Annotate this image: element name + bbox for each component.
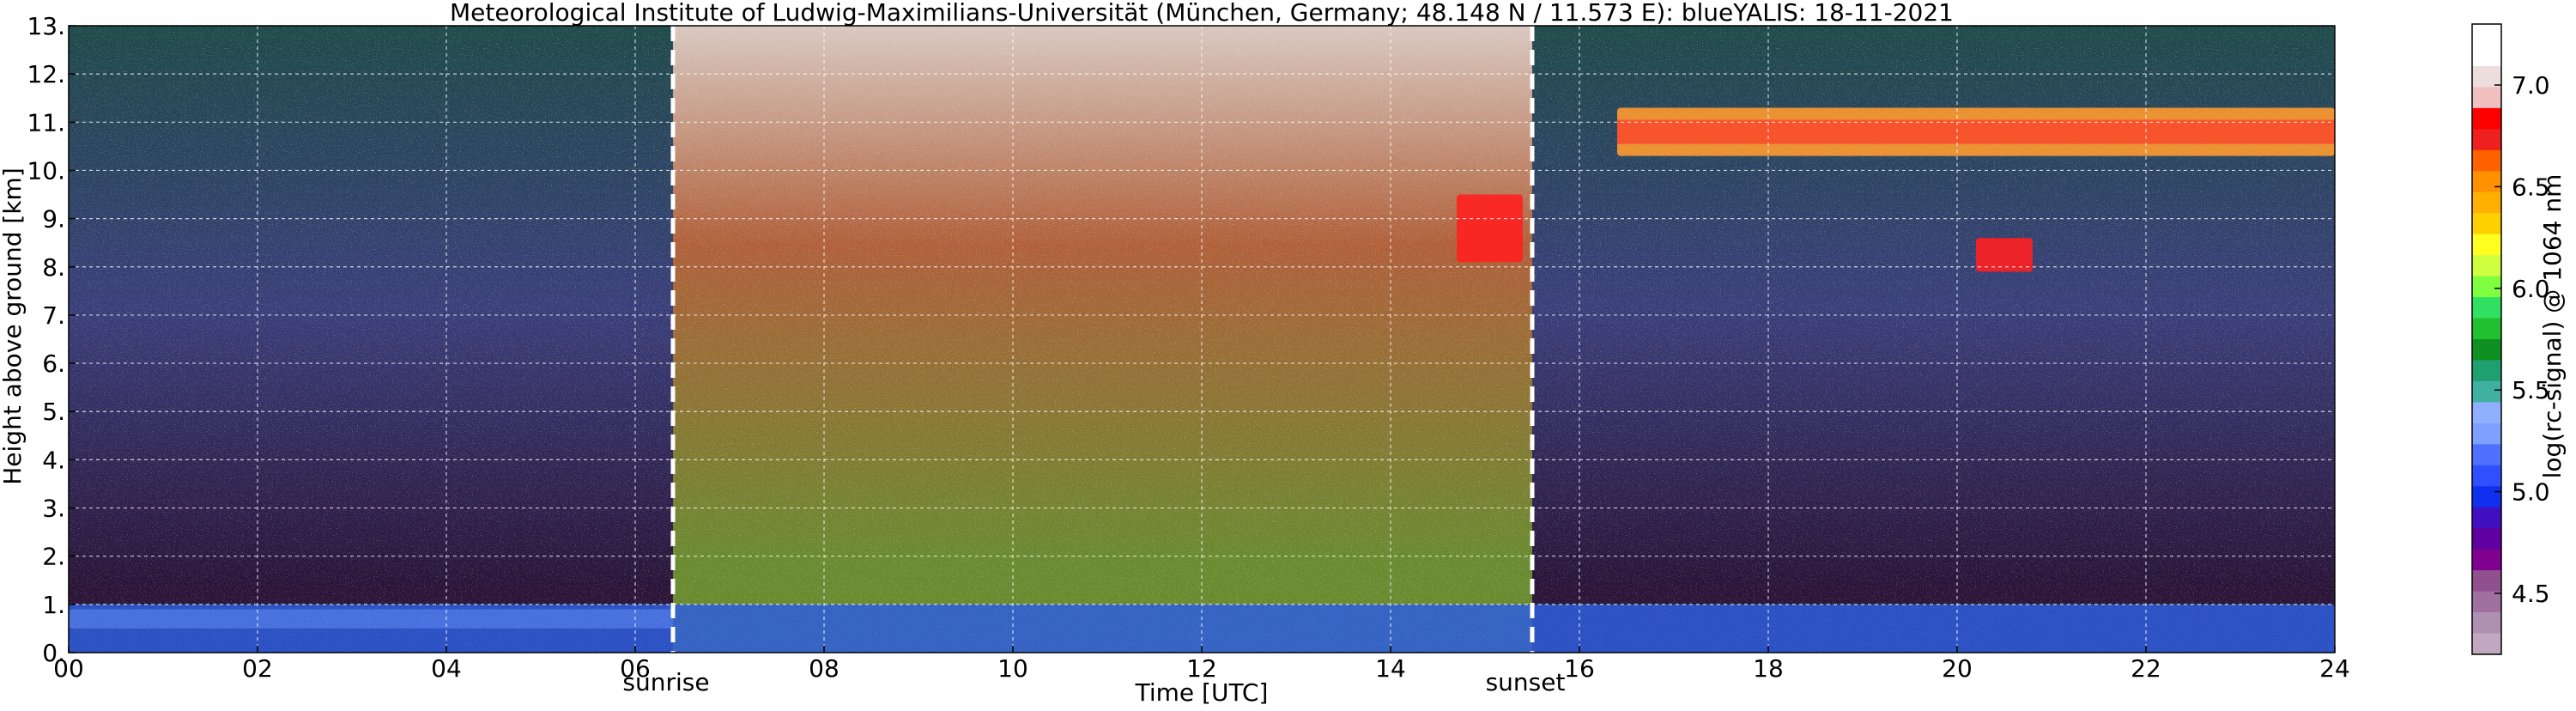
x-tick-label: 16 bbox=[1564, 654, 1595, 683]
night-region-morning-noise bbox=[69, 26, 673, 653]
colorbar-label: log(rc-signal) @ 1064 nm bbox=[2538, 174, 2567, 479]
y-tick-label: 11. bbox=[27, 108, 65, 137]
x-tick-label: 12 bbox=[1186, 654, 1217, 683]
colorbar-segment bbox=[2472, 402, 2501, 424]
colorbar-segment bbox=[2472, 339, 2501, 362]
y-tick-label: 13. bbox=[27, 12, 65, 40]
feature-cirrus-patch bbox=[1976, 238, 2033, 272]
x-tick-label: 10 bbox=[997, 654, 1028, 683]
colorbar-segment bbox=[2472, 45, 2501, 67]
x-tick-label: 22 bbox=[2131, 654, 2161, 683]
colorbar-tick-label: 5.0 bbox=[2512, 478, 2550, 507]
colorbar-segment bbox=[2472, 360, 2501, 382]
colorbar-segment bbox=[2472, 191, 2501, 214]
colorbar-segment bbox=[2472, 171, 2501, 193]
y-tick-label: 10. bbox=[27, 156, 65, 185]
colorbar-segment bbox=[2472, 213, 2501, 235]
feature-cirrus-layer-core bbox=[1617, 119, 2335, 144]
colorbar-segment bbox=[2472, 444, 2501, 466]
colorbar-tick-label: 6.0 bbox=[2512, 275, 2550, 303]
colorbar bbox=[2471, 23, 2502, 655]
colorbar-segment bbox=[2472, 318, 2501, 340]
x-tick-label: 02 bbox=[242, 654, 273, 683]
y-tick-label: 4. bbox=[42, 446, 65, 474]
feature-cloud-streak bbox=[1457, 194, 1523, 263]
colorbar-ticks: 4.5 5.0 5.5 6.0 6.5 7.0 bbox=[2494, 71, 2550, 608]
colorbar-tick-label: 7.0 bbox=[2512, 71, 2550, 100]
x-tick-label: 04 bbox=[431, 654, 462, 683]
colorbar-segment bbox=[2472, 507, 2501, 529]
x-tick-label: 08 bbox=[809, 654, 839, 683]
colorbar-segment bbox=[2472, 591, 2501, 613]
x-tick-label: 14 bbox=[1375, 654, 1406, 683]
y-axis-ticks: 0. 1. 2. 3. 4. 5. 6. 7. 8. 9. 10. 11. 12. 13. bbox=[27, 12, 76, 667]
marker-layer: sunrise sunset bbox=[622, 26, 1565, 696]
y-tick-label: 5. bbox=[42, 398, 65, 426]
colorbar-tick-label: 6.5 bbox=[2512, 173, 2550, 201]
x-tick-label: 18 bbox=[1753, 654, 1784, 683]
x-tick-label: 00 bbox=[53, 654, 84, 683]
y-tick-label: 0. bbox=[42, 639, 65, 667]
colorbar-segment bbox=[2472, 234, 2501, 256]
y-tick-label: 3. bbox=[42, 495, 65, 523]
x-tick-label: 24 bbox=[2319, 654, 2350, 683]
colorbar-segment bbox=[2472, 633, 2501, 655]
x-axis-label: Time [UTC] bbox=[1135, 678, 1269, 707]
chart-title: Meteorological Institute of Ludwig-Maxim… bbox=[450, 0, 1954, 27]
colorbar-segment bbox=[2472, 255, 2501, 277]
colorbar-segment bbox=[2472, 612, 2501, 635]
x-tick-label: 06 bbox=[620, 654, 651, 683]
x-axis-ticks: 00 02 04 06 08 10 12 14 16 18 20 22 24 bbox=[53, 646, 2350, 683]
colorbar-frame bbox=[2471, 23, 2502, 655]
colorbar-tick-label: 4.5 bbox=[2512, 580, 2550, 608]
colorbar-segment bbox=[2472, 149, 2501, 172]
y-tick-label: 2. bbox=[42, 543, 65, 571]
colorbar-segment bbox=[2472, 107, 2501, 130]
colorbar-segment bbox=[2472, 528, 2501, 550]
colorbar-segment bbox=[2472, 380, 2501, 403]
y-tick-label: 12. bbox=[27, 60, 65, 88]
colorbar-segment bbox=[2472, 276, 2501, 298]
colorbar-tick-label: 5.5 bbox=[2512, 376, 2550, 404]
sunrise-label: sunrise bbox=[622, 668, 709, 696]
colorbar-segment bbox=[2472, 65, 2501, 88]
sunset-label: sunset bbox=[1486, 668, 1566, 696]
plot-area bbox=[69, 26, 2335, 653]
colorbar-segment bbox=[2472, 465, 2501, 487]
y-tick-label: 1. bbox=[42, 591, 65, 619]
colorbar-segment bbox=[2472, 486, 2501, 508]
colorbar-segment bbox=[2472, 422, 2501, 445]
colorbar-segment bbox=[2472, 549, 2501, 571]
y-tick-label: 8. bbox=[42, 253, 65, 282]
colorbar-segment bbox=[2472, 570, 2501, 592]
grid-layer bbox=[69, 26, 2335, 653]
y-tick-label: 9. bbox=[42, 205, 65, 234]
colorbar-segment bbox=[2472, 129, 2501, 151]
y-tick-label: 7. bbox=[42, 301, 65, 330]
colorbar-segment bbox=[2472, 87, 2501, 109]
y-axis-label: Height above ground [km] bbox=[0, 167, 27, 485]
day-region-noise bbox=[673, 26, 1532, 653]
x-tick-label: 20 bbox=[1942, 654, 1973, 683]
y-tick-label: 6. bbox=[42, 349, 65, 378]
colorbar-segment bbox=[2472, 297, 2501, 319]
colorbar-segment bbox=[2472, 24, 2501, 46]
